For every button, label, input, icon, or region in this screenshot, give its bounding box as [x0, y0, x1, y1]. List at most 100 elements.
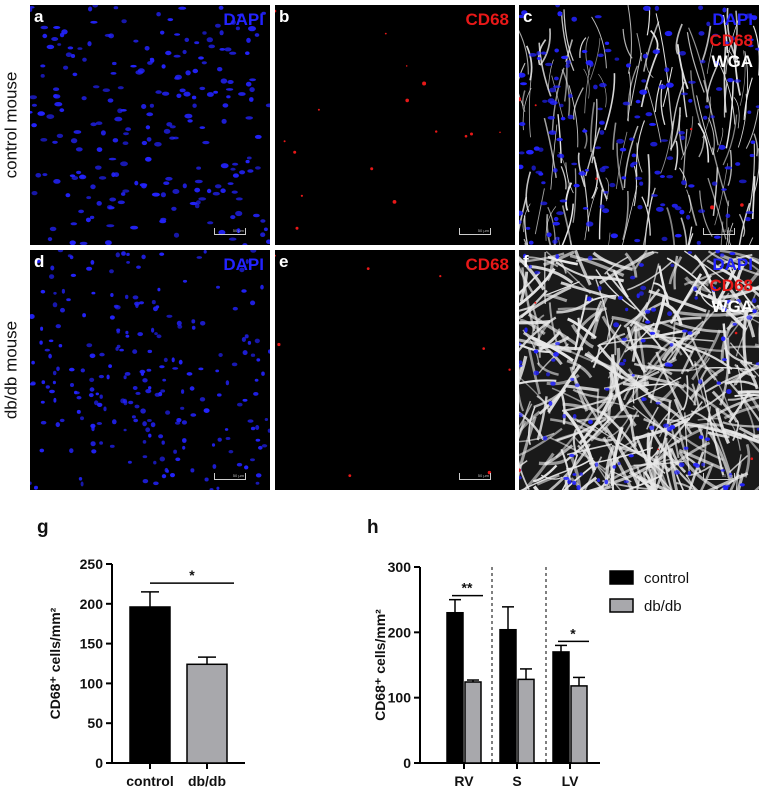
nucleus — [722, 7, 727, 13]
nucleus — [570, 377, 575, 381]
nucleus — [604, 479, 609, 485]
nucleus — [147, 61, 153, 65]
wga-membrane — [647, 410, 671, 449]
wga-membrane — [684, 412, 690, 473]
nucleus — [161, 64, 166, 69]
wga-membrane — [557, 237, 561, 245]
wga-membrane — [525, 45, 533, 81]
nucleus — [260, 219, 266, 223]
nucleus — [142, 440, 147, 444]
nucleus — [155, 305, 160, 309]
nucleus — [594, 146, 602, 150]
wga-membrane — [527, 312, 578, 346]
nucleus — [559, 103, 564, 108]
nucleus — [593, 84, 598, 90]
nucleus — [748, 44, 754, 48]
nucleus — [173, 449, 178, 454]
wga-membrane — [591, 98, 598, 164]
nucleus — [187, 119, 193, 123]
nucleus — [199, 86, 206, 91]
nucleus — [216, 285, 220, 289]
nucleus — [749, 153, 755, 158]
nucleus — [106, 224, 115, 228]
nucleus — [703, 115, 708, 120]
wga-membrane — [660, 83, 666, 125]
nucleus — [103, 406, 107, 412]
nucleus — [669, 425, 676, 430]
cd68-spot — [740, 203, 744, 207]
wga-membrane — [572, 168, 577, 223]
wga-membrane — [560, 166, 567, 190]
wga-membrane — [655, 351, 684, 411]
nucleus — [712, 33, 719, 37]
nucleus — [586, 296, 592, 302]
wga-membrane — [728, 222, 734, 245]
wga-membrane — [598, 250, 655, 285]
nucleus — [53, 291, 57, 295]
wga-membrane — [725, 227, 729, 245]
cd68-spot — [734, 331, 738, 335]
wga-membrane — [751, 176, 756, 220]
nucleus — [191, 319, 196, 324]
wga-membrane — [646, 86, 662, 143]
nucleus — [521, 10, 528, 16]
panel-letter-e: e — [279, 252, 289, 271]
wga-membrane — [563, 465, 593, 490]
wga-membrane — [529, 265, 574, 285]
nucleus — [520, 82, 527, 86]
cd68-spot — [690, 127, 693, 131]
nucleus — [552, 168, 558, 173]
wga-membrane — [686, 32, 705, 93]
nucleus — [571, 162, 578, 166]
nucleus — [126, 252, 130, 256]
nucleus — [142, 479, 149, 484]
wga-membrane — [728, 265, 756, 309]
nucleus — [141, 140, 148, 146]
wga-membrane — [684, 250, 729, 284]
nucleus — [92, 5, 99, 8]
nucleus — [190, 468, 195, 473]
wga-membrane — [585, 294, 617, 304]
nucleus — [141, 104, 147, 109]
nucleus — [582, 129, 588, 133]
nucleus — [208, 44, 215, 49]
nucleus — [148, 433, 152, 438]
nucleus — [247, 340, 252, 345]
wga-membrane — [608, 232, 611, 245]
scale-bar-d — [214, 473, 246, 480]
wga-membrane — [698, 135, 705, 158]
wga-membrane — [631, 326, 638, 362]
nucleus — [40, 25, 49, 30]
nucleus — [255, 425, 260, 430]
nucleus — [134, 180, 139, 186]
nucleus — [63, 65, 69, 70]
wga-membrane — [600, 474, 611, 490]
wga-membrane — [725, 80, 734, 149]
nucleus — [594, 462, 599, 467]
cd68-spot — [482, 347, 485, 350]
nucleus — [125, 294, 129, 300]
nucleus — [109, 444, 115, 448]
nucleus — [619, 147, 627, 152]
nucleus — [42, 173, 48, 177]
wga-membrane — [522, 331, 563, 366]
nucleus — [78, 209, 84, 214]
nucleus — [719, 253, 725, 257]
wga-membrane — [733, 367, 750, 386]
x-tick-label: S — [512, 773, 521, 789]
nucleus — [650, 307, 657, 312]
nucleus — [53, 87, 60, 91]
nucleus — [236, 462, 243, 467]
nucleus — [182, 49, 187, 55]
nucleus — [718, 144, 726, 150]
nucleus — [567, 479, 572, 485]
wga-membrane — [735, 307, 759, 357]
nucleus — [207, 221, 214, 225]
nucleus — [231, 362, 238, 367]
nucleus — [245, 81, 252, 87]
nucleus — [39, 340, 43, 345]
nucleus — [130, 225, 139, 230]
nucleus — [60, 307, 65, 313]
wga-membrane — [618, 432, 649, 451]
wga-membrane — [673, 255, 679, 290]
